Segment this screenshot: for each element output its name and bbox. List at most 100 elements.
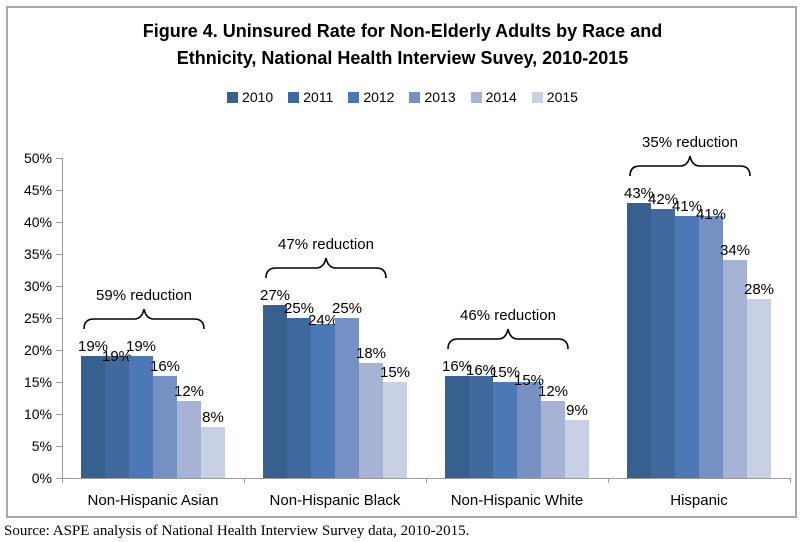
bar-2010-non-hispanic-black <box>263 305 287 478</box>
bar-2013-hispanic <box>699 215 723 478</box>
legend-label-2012: 2012 <box>363 89 395 105</box>
bar-2010-non-hispanic-asian <box>81 356 105 478</box>
y-tick-mark <box>56 254 62 255</box>
y-tick-mark <box>56 350 62 351</box>
legend-label-2010: 2010 <box>242 89 274 105</box>
chart-title: Figure 4. Uninsured Rate for Non-Elderly… <box>0 18 805 72</box>
bar-value-label-2012-hispanic: 41% <box>671 197 703 215</box>
reduction-annotation-non-hispanic-black: 47% reduction <box>278 236 374 254</box>
y-tick-mark <box>56 222 62 223</box>
reduction-brace-hispanic <box>629 155 751 176</box>
bar-2011-hispanic <box>651 209 675 478</box>
bar-value-label-2011-non-hispanic-white: 16% <box>465 361 497 379</box>
x-tick-mark <box>790 478 791 483</box>
bar-2015-non-hispanic-white <box>565 420 589 478</box>
y-tick-label-30-: 30% <box>23 278 52 294</box>
y-tick-label-35-: 35% <box>23 246 52 262</box>
legend-swatch-2011 <box>288 91 300 103</box>
y-tick-label-0-: 0% <box>31 470 52 486</box>
y-tick-mark <box>56 318 62 319</box>
bar-value-label-2015-non-hispanic-black: 15% <box>379 364 411 381</box>
legend-item-2010: 2010 <box>227 89 273 105</box>
bar-value-label-2014-non-hispanic-asian: 12% <box>173 383 205 401</box>
bar-value-label-2010-non-hispanic-black: 27% <box>259 287 291 305</box>
bar-2011-non-hispanic-black <box>287 318 311 478</box>
reduction-annotation-hispanic: 35% reduction <box>642 133 738 151</box>
x-tick-mark <box>244 478 245 483</box>
y-tick-label-20-: 20% <box>23 342 52 358</box>
bar-value-label-2015-non-hispanic-white: 9% <box>566 402 588 420</box>
bar-value-label-2011-hispanic: 42% <box>647 191 679 209</box>
legend-swatch-2014 <box>470 91 482 103</box>
bar-value-label-2014-non-hispanic-white: 12% <box>537 383 569 401</box>
bar-2012-non-hispanic-black <box>311 324 335 478</box>
bar-value-label-2012-non-hispanic-asian: 19% <box>125 338 157 356</box>
bar-2015-non-hispanic-black <box>383 382 407 478</box>
category-label-hispanic: Hispanic <box>670 492 728 509</box>
chart-title-line2: Ethnicity, National Health Interview Suv… <box>176 48 629 68</box>
legend-item-2011: 2011 <box>288 89 333 105</box>
legend-label-2014: 2014 <box>485 89 517 105</box>
chart-legend: 2010 2011 2012 2013 2014 2015 <box>0 88 805 106</box>
bar-2014-hispanic <box>723 260 747 478</box>
legend-swatch-2012 <box>348 91 360 103</box>
y-tick-mark <box>56 286 62 287</box>
bar-value-label-2012-non-hispanic-black: 24% <box>307 312 339 330</box>
legend-item-2013: 2013 <box>409 89 456 105</box>
bar-value-label-2013-non-hispanic-asian: 16% <box>149 357 181 375</box>
y-axis-line <box>62 158 63 478</box>
bar-value-label-2010-hispanic: 43% <box>623 184 655 202</box>
y-tick-mark <box>56 478 62 479</box>
bar-2012-non-hispanic-white <box>493 382 517 478</box>
legend-label-2013: 2013 <box>424 89 456 105</box>
y-tick-label-10-: 10% <box>23 406 52 422</box>
y-tick-mark <box>56 158 62 159</box>
category-label-non-hispanic-black: Non-Hispanic Black <box>269 492 401 509</box>
bar-value-label-2014-hispanic: 34% <box>719 242 751 260</box>
y-tick-label-50-: 50% <box>23 150 52 166</box>
legend-item-2015: 2015 <box>531 89 578 105</box>
y-tick-label-5-: 5% <box>31 438 52 454</box>
reduction-brace-non-hispanic-asian <box>83 309 205 330</box>
bar-value-label-2011-non-hispanic-asian: 19% <box>101 348 133 366</box>
x-tick-mark <box>426 478 427 483</box>
legend-swatch-2015 <box>531 91 543 103</box>
bar-value-label-2015-non-hispanic-asian: 8% <box>202 408 224 426</box>
bar-2011-non-hispanic-white <box>469 375 493 478</box>
bar-2010-hispanic <box>627 202 651 478</box>
legend-swatch-2010 <box>227 91 239 103</box>
y-tick-label-15-: 15% <box>23 374 52 390</box>
legend-swatch-2013 <box>409 91 421 103</box>
x-tick-mark <box>608 478 609 483</box>
y-tick-label-25-: 25% <box>23 310 52 326</box>
bar-value-label-2015-hispanic: 28% <box>743 280 775 298</box>
bar-2010-non-hispanic-white <box>445 375 469 478</box>
bar-value-label-2010-non-hispanic-asian: 19% <box>77 338 109 356</box>
legend-label-2011: 2011 <box>303 89 334 105</box>
bar-value-label-2013-hispanic: 41% <box>695 205 727 223</box>
bar-2012-non-hispanic-asian <box>129 356 153 478</box>
source-note: Source: ASPE analysis of National Health… <box>4 523 470 539</box>
bar-value-label-2010-non-hispanic-white: 16% <box>441 357 473 375</box>
category-label-non-hispanic-white: Non-Hispanic White <box>450 492 584 509</box>
bar-value-label-2012-non-hispanic-white: 15% <box>489 364 521 381</box>
bar-value-label-2013-non-hispanic-black: 25% <box>331 300 363 317</box>
y-tick-label-40-: 40% <box>23 214 52 230</box>
reduction-brace-non-hispanic-white <box>447 328 569 349</box>
bar-2014-non-hispanic-black <box>359 362 383 478</box>
y-tick-label-45-: 45% <box>23 182 52 198</box>
bar-2012-hispanic <box>675 215 699 478</box>
bar-2014-non-hispanic-white <box>541 401 565 478</box>
category-label-non-hispanic-asian: Non-Hispanic Asian <box>87 492 219 509</box>
reduction-annotation-non-hispanic-asian: 59% reduction <box>96 287 192 305</box>
legend-label-2015: 2015 <box>546 89 578 105</box>
y-tick-mark <box>56 382 62 383</box>
legend-item-2012: 2012 <box>348 89 394 105</box>
chart-title-line1: Figure 4. Uninsured Rate for Non-Elderly… <box>142 21 663 41</box>
bar-2013-non-hispanic-asian <box>153 375 177 478</box>
reduction-brace-non-hispanic-black <box>265 258 387 279</box>
y-tick-mark <box>56 414 62 415</box>
x-tick-mark <box>62 478 63 483</box>
y-tick-mark <box>56 190 62 191</box>
